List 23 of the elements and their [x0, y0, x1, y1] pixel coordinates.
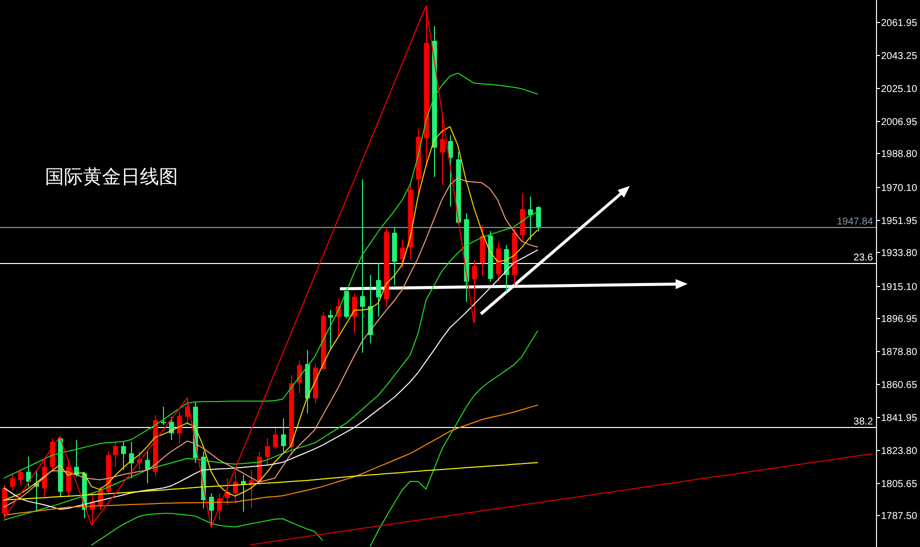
y-tick-label: 1860.65 — [881, 380, 918, 391]
y-tick-label: 1988.80 — [881, 149, 918, 160]
y-tick-label: 1787.50 — [881, 511, 918, 522]
y-tick-label: 2025.10 — [881, 84, 918, 95]
line-series — [3, 404, 538, 516]
y-tick-label: 1823.80 — [881, 446, 918, 457]
y-tick-label: 1951.95 — [881, 216, 918, 227]
text: 国际黄金日线图 — [45, 167, 178, 188]
y-tick-label: 1896.95 — [881, 314, 918, 325]
y-tick-label: 1970.10 — [881, 183, 918, 194]
y-tick-label: 1805.65 — [881, 479, 918, 490]
y-tick-label: 1878.80 — [881, 347, 918, 358]
y-tick-label: 1915.10 — [881, 282, 918, 293]
line-series — [250, 453, 873, 546]
y-tick-label: 1841.95 — [881, 413, 918, 424]
y-tick-label: 1933.80 — [881, 248, 918, 259]
y-tick-label: 2006.95 — [881, 117, 918, 128]
y-tick-label: 2043.25 — [881, 51, 918, 62]
annotation: 38.2 — [854, 416, 874, 428]
ref-line-label: 1947.84 — [836, 216, 874, 228]
line-series — [3, 72, 538, 479]
y-tick-label: 2061.95 — [881, 18, 918, 29]
annotation: 23.6 — [854, 252, 874, 264]
